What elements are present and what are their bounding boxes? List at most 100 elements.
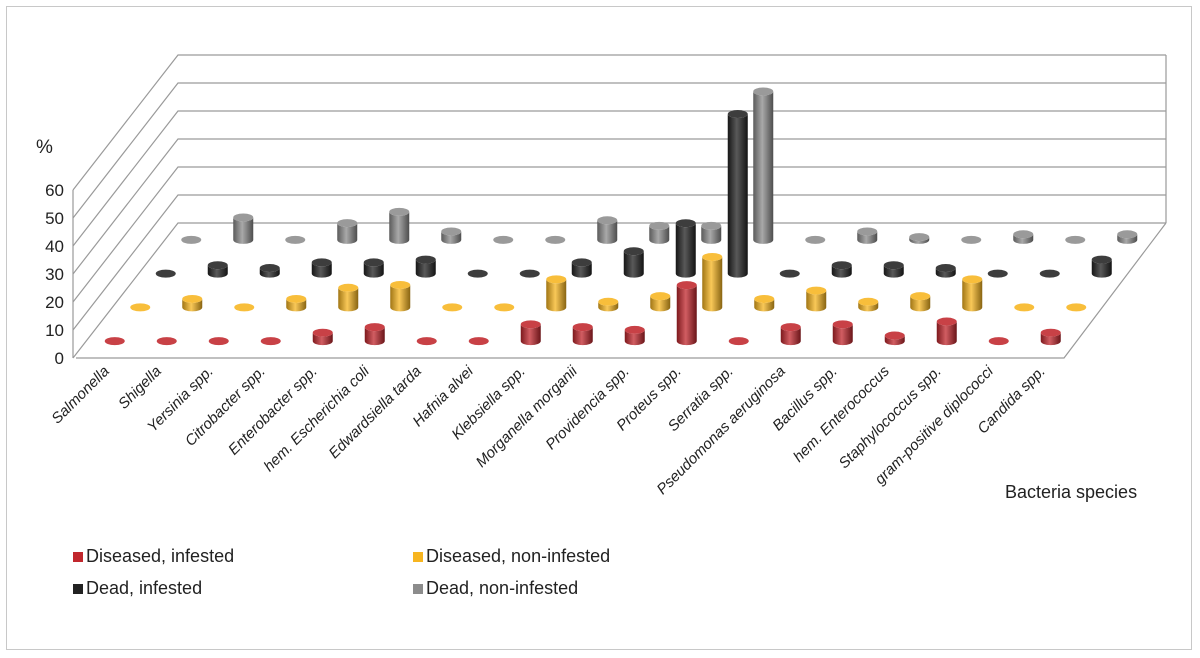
bar-body (363, 262, 384, 278)
bar-top (1040, 328, 1061, 337)
bar (1091, 255, 1112, 278)
bar-body (364, 327, 385, 346)
y-ticks: 0 10 20 30 40 50 60 (45, 181, 64, 368)
bar (260, 337, 281, 346)
bar-body (753, 91, 774, 244)
bar (935, 264, 956, 278)
bar (233, 213, 254, 244)
bar-top (909, 233, 930, 242)
bar-top (259, 264, 280, 273)
bar (312, 328, 333, 346)
bar (363, 258, 384, 278)
bar-top (338, 283, 359, 292)
bar-body (312, 332, 333, 346)
legend-item-diseased-infested: Diseased, infested (73, 546, 234, 567)
bar-top (779, 269, 800, 278)
legend-swatch (413, 551, 423, 562)
bar-top (390, 280, 411, 289)
bar-top (936, 317, 957, 326)
bar-top (312, 328, 333, 337)
bar (416, 337, 437, 346)
bar-top (675, 219, 696, 228)
bar (910, 292, 931, 312)
bar-top (571, 258, 592, 267)
bar-top (389, 207, 410, 216)
y-tick-label: 0 (55, 349, 64, 368)
gridline (72, 166, 1166, 303)
x-tick-label: Staphylococcus spp. (836, 363, 945, 472)
bar-top (208, 337, 229, 346)
bar (181, 235, 202, 244)
legend-label: Dead, non-infested (426, 578, 579, 598)
bar-body (571, 262, 592, 278)
bar-top (519, 269, 540, 278)
bar (650, 292, 671, 312)
bar-top (1117, 230, 1138, 239)
bar (754, 294, 775, 312)
legend-swatch (73, 551, 83, 562)
bar-body (572, 327, 593, 346)
bar (389, 207, 410, 244)
bar-body (857, 231, 878, 244)
y-tick-label: 50 (45, 209, 64, 228)
y-tick-label: 10 (45, 321, 64, 340)
bar (207, 261, 228, 278)
bar-top (754, 294, 775, 303)
bar-top (935, 264, 956, 273)
floor-edge (76, 222, 1167, 359)
bar (234, 303, 255, 312)
bar (494, 303, 515, 312)
x-tick-label: hem. Enterococcus (790, 362, 893, 465)
bar-body (675, 223, 696, 278)
bar (155, 269, 176, 278)
y-axis-label: % (36, 137, 53, 158)
bar-body (832, 324, 853, 346)
bar-body (649, 225, 670, 244)
legend-label: Dead, infested (86, 578, 203, 598)
bar-body (935, 268, 956, 278)
gridline (72, 194, 1166, 331)
bar-body (883, 265, 904, 278)
bar (1065, 235, 1086, 244)
bar-top (753, 87, 774, 96)
bar-top (624, 325, 645, 334)
bar-body (910, 296, 931, 312)
bar (286, 294, 307, 312)
bar-body (936, 321, 957, 346)
bar-top (598, 297, 619, 306)
bar (831, 261, 852, 278)
bar-top (728, 337, 749, 346)
gridlines (72, 54, 1167, 359)
bar-top (805, 235, 826, 244)
bar-top (364, 323, 385, 332)
bar-body (623, 251, 644, 278)
bar (857, 227, 878, 244)
bar-top (441, 227, 462, 236)
bar-top (233, 213, 254, 222)
bar-top (1013, 230, 1034, 239)
gridline (72, 110, 1166, 247)
bar (858, 297, 879, 312)
bar-top (1039, 269, 1060, 278)
bar-body (858, 301, 879, 312)
bar-top (415, 255, 436, 264)
bar-top (104, 337, 125, 346)
bar (598, 297, 619, 312)
bar-body (311, 262, 332, 278)
bar-top (416, 337, 437, 346)
bar-top (155, 269, 176, 278)
bar (337, 219, 358, 244)
bar-top (337, 219, 358, 228)
bar (545, 235, 566, 244)
bar (806, 286, 827, 312)
bar-top (857, 227, 878, 236)
bar (728, 337, 749, 346)
bar (649, 221, 670, 244)
bar (779, 269, 800, 278)
bar-top (676, 281, 697, 290)
y-tick-label: 60 (45, 181, 64, 200)
bar-body (546, 279, 567, 312)
bar-top (1014, 303, 1035, 312)
bar (571, 258, 592, 278)
